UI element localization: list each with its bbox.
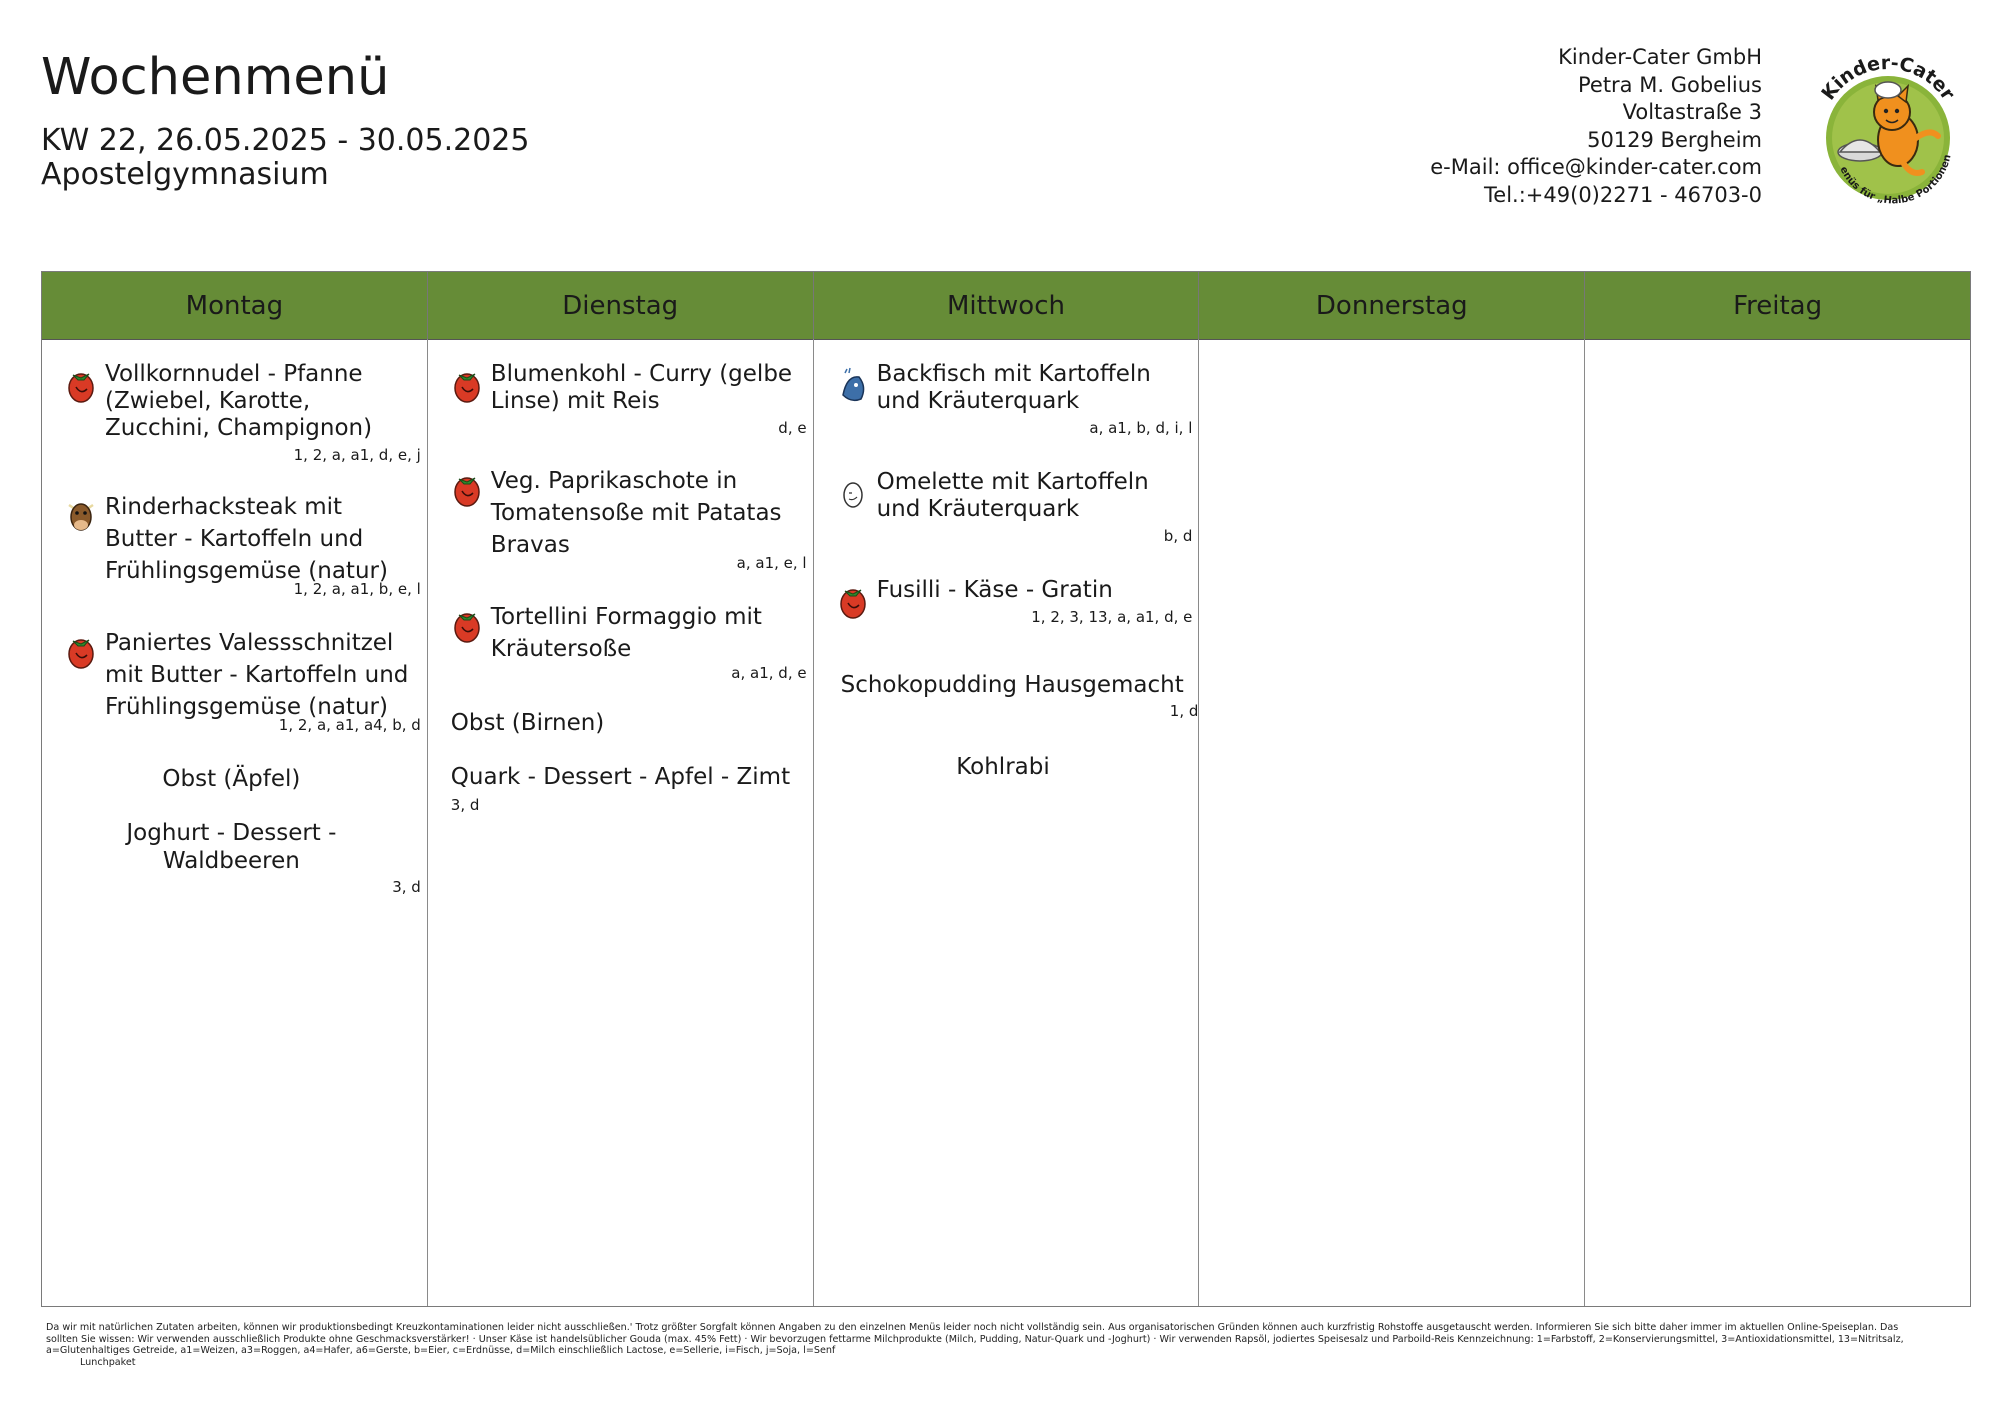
kinder-cater-logo: Kinder-Cater Menüs für „Halbe Portionen“ xyxy=(1800,40,1959,206)
tomato-icon xyxy=(453,365,481,405)
allergen-codes: 1, d xyxy=(1169,702,1199,720)
company-person: Petra M. Gobelius xyxy=(1577,72,1762,97)
tomato-icon xyxy=(453,605,481,645)
dish-name: Schokopudding Hausgemacht xyxy=(840,672,1184,698)
company-name: Kinder-Cater GmbH xyxy=(1558,45,1762,69)
dish-name: Veg. Paprikaschote in Tomatensoße mit Pa… xyxy=(490,468,782,558)
allergen-codes: a, a1, d, e xyxy=(731,664,807,682)
dish-name: Joghurt - Dessert - Waldbeeren xyxy=(126,820,337,874)
lunchpaket-label: Lunchpaket xyxy=(80,1356,136,1368)
allergen-codes: 1, 2, a, a1, d, e, j xyxy=(293,446,421,464)
dish-name: Obst (Äpfel) xyxy=(162,766,301,792)
company-phone: Tel.:+49(0)2271 - 46703-0 xyxy=(1484,182,1762,207)
header-block: Wochenmenü KW 22, 26.05.2025 - 30.05.202… xyxy=(41,48,529,192)
day-header-donnerstag: Donnerstag xyxy=(1199,272,1586,339)
menu-item: Kohlrabi xyxy=(814,753,1193,781)
dish-name: Paniertes Valessschnitzel mit Butter - K… xyxy=(105,630,409,720)
menu-item: Fusilli - Käse - Gratin 1, 2, 3, 13, a, … xyxy=(839,577,1193,627)
day-header-dienstag: Dienstag xyxy=(428,272,814,339)
dish-name: Vollkornnudel - Pfanne (Zwiebel, Karotte… xyxy=(105,361,373,441)
dish-name: Backfisch mit Kartoffeln und Kräuterquar… xyxy=(876,361,1151,414)
day-header-montag: Montag xyxy=(42,272,428,339)
dish-name: Quark - Dessert - Apfel - Zimt xyxy=(450,764,791,790)
allergen-codes: b, d xyxy=(1163,527,1193,545)
weekly-menu-table: Montag Dienstag Mittwoch Donnerstag Frei… xyxy=(41,271,1971,1307)
day-column-donnerstag xyxy=(1199,339,1586,1306)
week-range: KW 22, 26.05.2025 - 30.05.2025 xyxy=(41,123,530,158)
allergen-codes: a, a1, e, l xyxy=(736,554,807,572)
company-city: 50129 Bergheim xyxy=(1587,127,1762,152)
school-name: Apostelgymnasium xyxy=(41,157,329,192)
tomato-icon xyxy=(839,581,867,621)
dish-name: Blumenkohl - Curry (gelbe Linse) mit Rei… xyxy=(490,361,793,414)
day-column-montag: Vollkornnudel - Pfanne (Zwiebel, Karotte… xyxy=(42,339,428,1306)
allergen-codes: d, e xyxy=(778,419,807,437)
menu-item: Blumenkohl - Curry (gelbe Linse) mit Rei… xyxy=(453,361,807,438)
allergen-footnote: Da wir mit natürlichen Zutaten arbeiten,… xyxy=(46,1322,1916,1368)
cow-icon xyxy=(67,495,95,535)
day-header-mittwoch: Mittwoch xyxy=(814,272,1200,339)
day-column-freitag xyxy=(1585,339,1970,1306)
menu-item: Obst (Birnen) xyxy=(451,709,807,737)
day-column-mittwoch: Backfisch mit Kartoffeln und Kräuterquar… xyxy=(814,339,1200,1306)
weekday-header-row: Montag Dienstag Mittwoch Donnerstag Frei… xyxy=(42,272,1970,340)
menu-item: Obst (Äpfel) xyxy=(42,765,421,793)
menu-body-row: Vollkornnudel - Pfanne (Zwiebel, Karotte… xyxy=(42,339,1970,1306)
menu-item: Vollkornnudel - Pfanne (Zwiebel, Karotte… xyxy=(67,361,421,465)
day-column-dienstag: Blumenkohl - Curry (gelbe Linse) mit Rei… xyxy=(428,339,814,1306)
tomato-icon xyxy=(67,631,95,671)
egg-icon xyxy=(839,473,867,513)
dish-name: Tortellini Formaggio mit Kräutersoße xyxy=(490,604,762,662)
menu-item: Quark - Dessert - Apfel - Zimt 3, d xyxy=(451,763,807,815)
allergen-codes: 3, d xyxy=(392,878,421,896)
page-title: Wochenmenü xyxy=(41,48,390,107)
company-address: Kinder-Cater GmbH Petra M. Gobelius Volt… xyxy=(1430,44,1762,209)
menu-item: Rinderhacksteak mit Butter - Kartoffeln … xyxy=(67,491,421,599)
dish-name: Kohlrabi xyxy=(956,754,1050,780)
dish-name: Omelette mit Kartoffeln und Kräuterquark xyxy=(876,469,1149,522)
day-header-freitag: Freitag xyxy=(1733,290,1823,321)
footnote-text: Da wir mit natürlichen Zutaten arbeiten,… xyxy=(46,1322,1904,1356)
allergen-codes: a, a1, b, d, i, l xyxy=(1089,419,1193,437)
tomato-icon xyxy=(67,365,95,405)
dish-name: Rinderhacksteak mit Butter - Kartoffeln … xyxy=(105,494,388,584)
menu-item: Schokopudding Hausgemacht 1, d xyxy=(841,671,1199,721)
company-street: Voltastraße 3 xyxy=(1622,100,1762,124)
menu-item: Joghurt - Dessert - Waldbeeren 3, d xyxy=(42,819,421,897)
dish-name: Fusilli - Käse - Gratin xyxy=(876,577,1113,603)
menu-item: Veg. Paprikaschote in Tomatensoße mit Pa… xyxy=(453,465,807,573)
allergen-codes: 1, 2, 3, 13, a, a1, d, e xyxy=(1031,608,1193,626)
tomato-icon xyxy=(453,469,481,509)
allergen-codes: 1, 2, a, a1, a4, b, d xyxy=(278,716,421,734)
menu-item: Tortellini Formaggio mit Kräutersoße a, … xyxy=(453,601,807,683)
menu-item: Omelette mit Kartoffeln und Kräuterquark… xyxy=(839,469,1193,546)
allergen-codes: 3, d xyxy=(450,796,480,814)
dish-name: Obst (Birnen) xyxy=(450,710,605,736)
menu-item: Backfisch mit Kartoffeln und Kräuterquar… xyxy=(839,361,1193,438)
fish-icon xyxy=(839,365,867,405)
company-email[interactable]: e-Mail: office@kinder-cater.com xyxy=(1430,155,1762,179)
allergen-codes: 1, 2, a, a1, b, e, l xyxy=(293,580,421,598)
menu-item: Paniertes Valessschnitzel mit Butter - K… xyxy=(67,627,421,735)
